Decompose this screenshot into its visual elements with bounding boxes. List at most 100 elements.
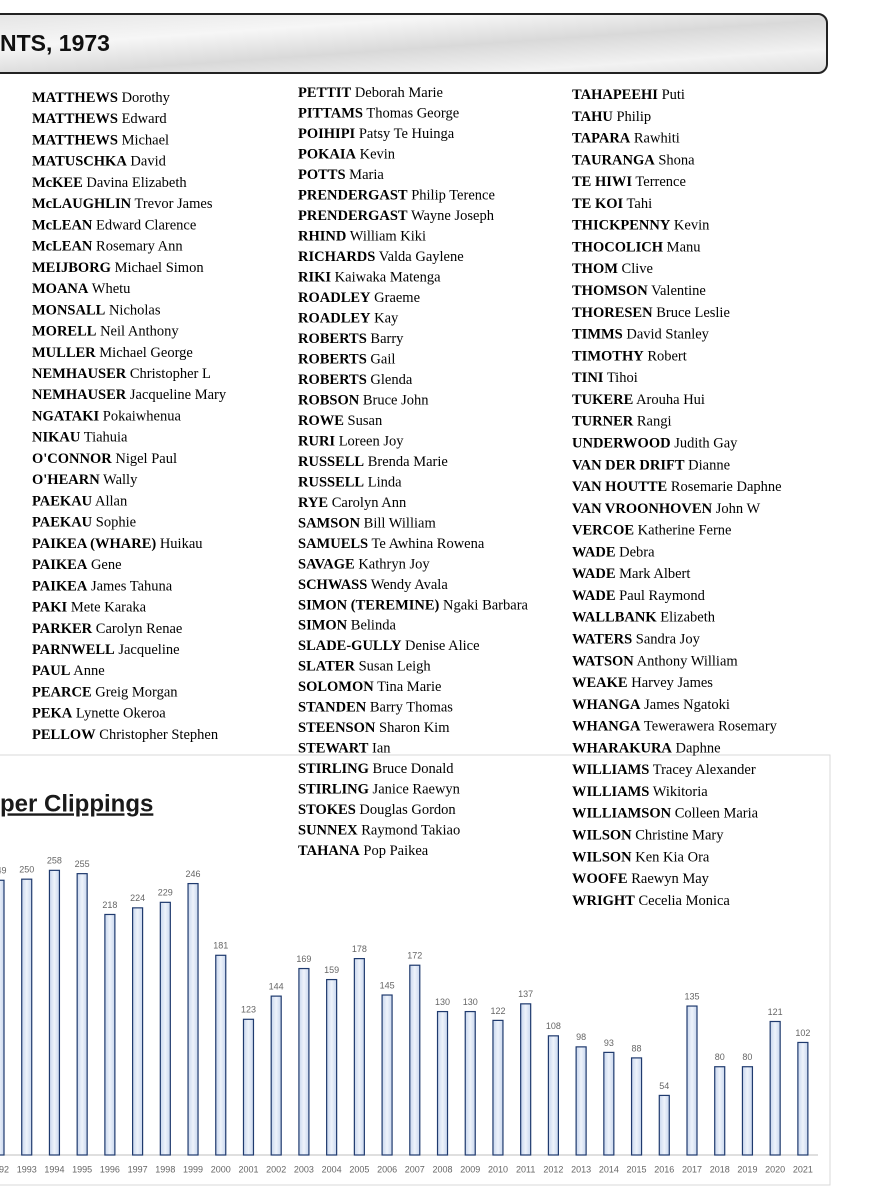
name-entry: STEWART Ian (298, 741, 391, 757)
given-names: Dorothy (122, 90, 171, 106)
name-entry: WOOFE Raewyn May (572, 871, 710, 887)
given-names: Edward Clarence (96, 218, 196, 234)
given-names: Debra (619, 545, 655, 561)
surname: PRENDERGAST (298, 188, 408, 204)
value-label: 137 (518, 989, 533, 999)
surname: TIMOTHY (572, 349, 644, 365)
name-entry: TE KOI Tahi (572, 196, 652, 212)
value-label: 88 (632, 1043, 642, 1053)
name-entry: VAN DER DRIFT Dianne (572, 458, 730, 474)
bar (714, 1066, 726, 1156)
surname: POTTS (298, 167, 346, 183)
name-entry: SAMUELS Te Awhina Rowena (298, 536, 485, 552)
x-tick-label: 1994 (44, 1164, 64, 1174)
surname: PARKER (32, 621, 93, 637)
surname: THOM (572, 262, 618, 278)
name-entry: TIMMS David Stanley (572, 327, 710, 343)
surname: PARNWELL (32, 642, 115, 658)
bar (381, 994, 393, 1156)
bar (187, 882, 199, 1156)
name-entry: TE HIWI Terrence (572, 174, 686, 190)
given-names: Bruce Leslie (656, 305, 730, 321)
given-names: Kevin (360, 147, 396, 163)
surname: RIKI (298, 270, 331, 286)
given-names: Denise Alice (405, 639, 480, 655)
value-label: 224 (130, 893, 145, 903)
name-entry: RICHARDS Valda Gaylene (298, 249, 464, 265)
x-tick-label: 2006 (377, 1164, 397, 1174)
surname: PRENDERGAST (298, 208, 408, 224)
given-names: Kevin (674, 218, 710, 234)
x-tick-label: 2017 (682, 1164, 702, 1174)
value-label: 123 (241, 1005, 256, 1015)
name-entry: WHARAKURA Daphne (572, 741, 721, 757)
bar (270, 995, 282, 1156)
name-entry: WILLIAMSON Colleen Maria (572, 806, 759, 822)
given-names: David (130, 154, 166, 170)
surname: PITTAMS (298, 106, 363, 122)
surname: VERCOE (572, 523, 634, 539)
surname: PEKA (32, 706, 73, 722)
name-entry: POTTS Maria (298, 167, 384, 183)
given-names: Tina Marie (377, 680, 441, 696)
surname: VAN DER DRIFT (572, 458, 685, 474)
surname: RICHARDS (298, 249, 375, 265)
name-entry: MATTHEWS Edward (32, 112, 167, 128)
surname: PAIKEA (32, 579, 88, 595)
name-entry: PAIKEA Gene (32, 557, 122, 573)
chart: per Clippings 249 1992 250 1993 258 1994 255 199… (0, 790, 818, 1174)
surname: SIMON (TEREMINE) (298, 598, 440, 614)
given-names: Neil Anthony (100, 324, 179, 340)
name-entry: WILSON Christine Mary (572, 828, 724, 844)
given-names: Barry Thomas (370, 700, 453, 716)
x-tick-label: 2020 (765, 1164, 785, 1174)
given-names: Maria (349, 167, 384, 183)
x-tick-label: 2019 (737, 1164, 757, 1174)
surname: MATUSCHKA (32, 154, 127, 170)
given-names: Rosemarie Daphne (671, 479, 782, 495)
x-tick-label: 1992 (0, 1164, 9, 1174)
name-entry: SAVAGE Kathryn Joy (298, 557, 430, 573)
surname: STOKES (298, 802, 356, 818)
given-names: Michael (122, 133, 170, 149)
name-entry: NIKAU Tiahuia (32, 430, 128, 446)
given-names: Christopher Stephen (99, 727, 219, 743)
bar (48, 869, 61, 1156)
name-entry: RIKI Kaiwaka Matenga (298, 270, 441, 286)
given-names: Christine Mary (635, 828, 724, 844)
given-names: Carolyn Renae (96, 621, 183, 637)
bar (242, 1018, 255, 1156)
surname: WILSON (572, 850, 632, 866)
name-entry: MORELL Neil Anthony (32, 324, 179, 340)
name-entry: MATTHEWS Michael (32, 133, 169, 149)
surname: MATTHEWS (32, 90, 118, 106)
given-names: Philip Terence (411, 188, 495, 204)
surname: PEARCE (32, 685, 92, 701)
name-entry: ROBERTS Gail (298, 352, 395, 368)
given-names: Lynette Okeroa (76, 706, 166, 722)
name-entry: O'HEARN Wally (32, 472, 138, 488)
name-entry: PAKI Mete Karaka (32, 600, 147, 616)
given-names: Wally (103, 472, 138, 488)
given-names: Kathryn Joy (358, 557, 430, 573)
name-entry: THOCOLICH Manu (572, 240, 701, 256)
name-entry: WHANGA Tewerawera Rosemary (572, 719, 778, 735)
surname: ROADLEY (298, 311, 371, 327)
surname: WILLIAMSON (572, 806, 672, 822)
given-names: Linda (368, 475, 402, 491)
name-entry: RHIND William Kiki (298, 229, 426, 245)
surname: McLAUGHLIN (32, 196, 132, 212)
bar (409, 964, 421, 1156)
name-entry: PITTAMS Thomas George (298, 106, 459, 122)
surname: MOANA (32, 281, 89, 297)
given-names: Graeme (374, 290, 420, 306)
given-names: Mete Karaka (71, 600, 147, 616)
given-names: Greig Morgan (95, 685, 178, 701)
name-entry: THICKPENNY Kevin (572, 218, 710, 234)
given-names: Valda Gaylene (379, 249, 464, 265)
surname: MONSALL (32, 303, 106, 319)
bar (603, 1051, 615, 1156)
given-names: Nigel Paul (115, 451, 177, 467)
surname: ROBSON (298, 393, 360, 409)
surname: POKAIA (298, 147, 357, 163)
